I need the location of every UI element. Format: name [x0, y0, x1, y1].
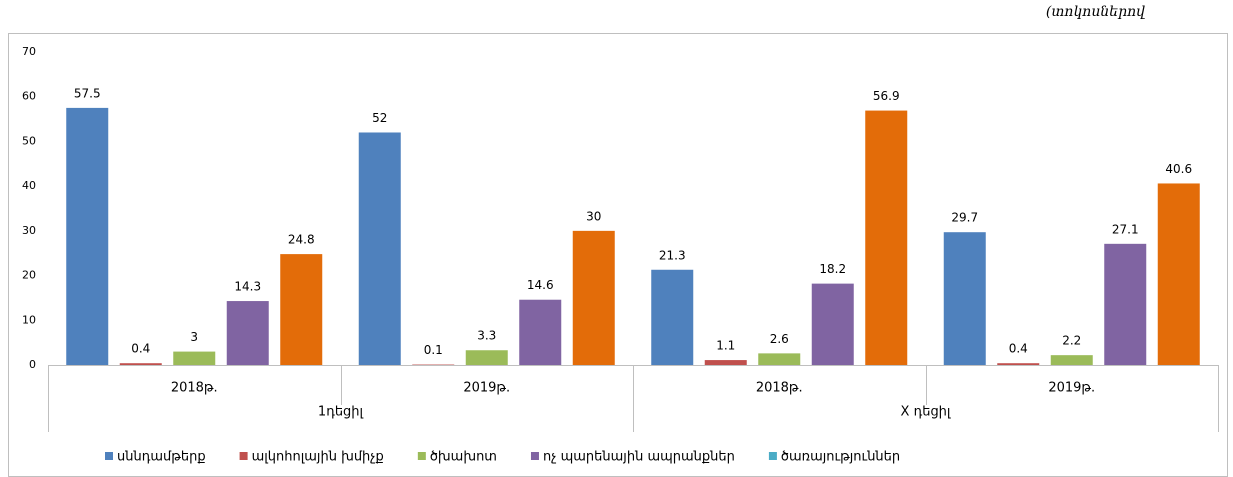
legend-label: ոչ պարենային ապրանքներ: [543, 450, 735, 465]
chart-frame: [8, 33, 1228, 477]
bar: [465, 350, 508, 365]
legend-marker: [105, 452, 113, 460]
bar: [572, 230, 615, 365]
value-label: 29.7: [951, 211, 978, 225]
y-tick-label: 10: [22, 313, 36, 326]
value-label: 18.2: [819, 262, 846, 276]
value-label: 0.4: [1009, 342, 1028, 356]
legend-marker: [239, 452, 248, 460]
bar: [997, 363, 1040, 365]
y-tick-label: 0: [29, 358, 36, 371]
legend-marker: [768, 452, 777, 460]
bar: [119, 363, 162, 365]
bar: [280, 254, 323, 365]
legend-label: ալկոհոլային խմիչք: [252, 450, 384, 465]
bar: [519, 299, 562, 365]
legend-marker: [530, 452, 539, 460]
legend-label: ծխախոտ: [430, 450, 497, 465]
y-tick-label: 40: [22, 179, 36, 192]
bar: [651, 269, 694, 365]
legend-label: ծառայություններ: [781, 450, 900, 465]
bar: [1157, 183, 1200, 365]
bar: [226, 301, 269, 365]
bar: [811, 283, 854, 365]
x-tick-label: 2018թ.: [171, 381, 218, 396]
value-label: 14.6: [527, 278, 554, 292]
y-tick-label: 70: [22, 45, 36, 58]
y-tick-label: 20: [22, 269, 36, 282]
bar: [173, 351, 216, 365]
value-label: 52: [372, 111, 387, 125]
value-label: 0.4: [131, 342, 150, 356]
bar: [758, 353, 801, 365]
x-tick-label: 2019թ.: [1048, 381, 1095, 396]
value-label: 2.6: [770, 332, 789, 346]
unit-note: (տոկոսներով: [1046, 4, 1145, 20]
bar: [1050, 355, 1093, 365]
value-label: 3.3: [477, 329, 496, 343]
value-label: 3: [190, 330, 198, 344]
group-label: 1դեցիլ: [318, 405, 364, 420]
value-label: 1.1: [716, 339, 735, 353]
x-tick-label: 2019թ.: [463, 381, 510, 396]
value-label: 0.1: [424, 343, 443, 357]
legend-label: սննդամթերք: [117, 450, 206, 465]
y-tick-label: 60: [22, 90, 36, 103]
group-label: X դեցիլ: [901, 405, 951, 420]
bar: [1104, 243, 1147, 365]
bar: [865, 110, 908, 365]
x-tick-label: 2018թ.: [756, 381, 803, 396]
value-label: 21.3: [659, 248, 686, 262]
bar: [66, 107, 109, 366]
value-label: 30: [586, 209, 601, 223]
value-label: 2.2: [1062, 334, 1081, 348]
value-label: 14.3: [234, 280, 261, 294]
bar: [358, 132, 401, 365]
value-label: 24.8: [288, 233, 315, 247]
bar: [704, 360, 747, 365]
value-label: 27.1: [1112, 222, 1139, 236]
value-label: 56.9: [873, 89, 900, 103]
y-tick-label: 50: [22, 134, 36, 147]
y-tick-label: 30: [22, 224, 36, 237]
bar: [943, 232, 986, 365]
value-label: 57.5: [74, 86, 101, 100]
value-label: 40.6: [1165, 162, 1192, 176]
legend-marker: [417, 452, 426, 460]
